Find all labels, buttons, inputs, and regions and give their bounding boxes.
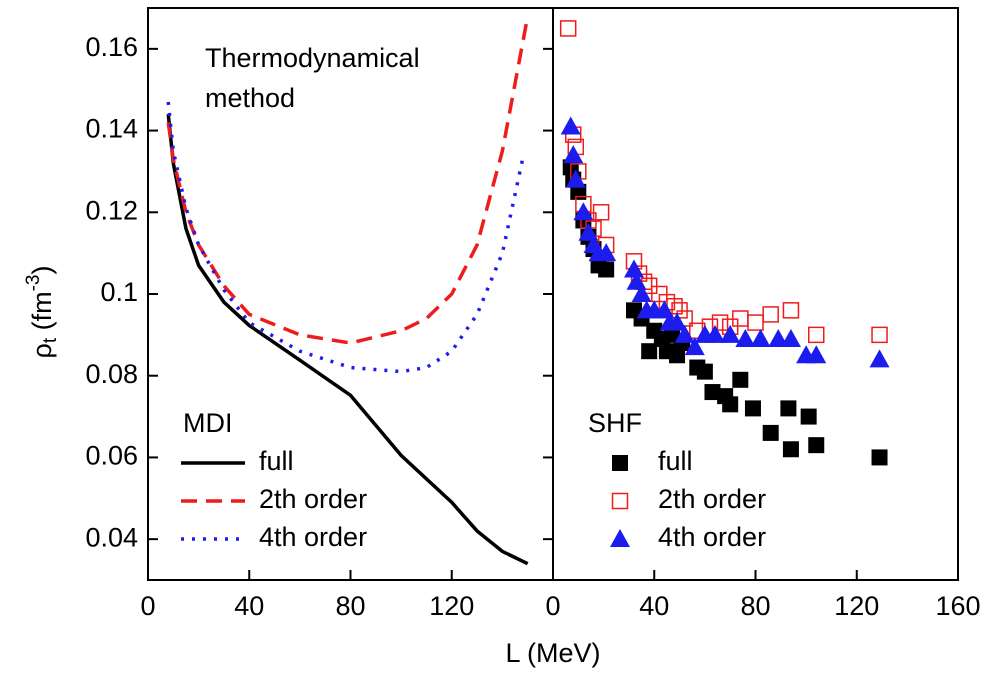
legend-marker (612, 455, 628, 471)
marker (722, 396, 739, 413)
marker (570, 183, 587, 200)
y-tick-label: 0.06 (85, 441, 138, 471)
marker (563, 145, 584, 164)
marker (704, 384, 721, 401)
marker (565, 169, 586, 188)
x-axis-label: L (MeV) (505, 638, 600, 668)
y-label-close: ) (27, 265, 57, 274)
marker (674, 324, 695, 343)
marker (598, 261, 615, 278)
marker (762, 424, 779, 441)
marker (573, 202, 594, 221)
marker (808, 437, 825, 454)
marker (768, 328, 789, 347)
marker (800, 408, 817, 425)
marker (747, 314, 764, 331)
x-tick-label: 120 (834, 591, 879, 621)
y-axis-label: ρt (fm-3) (23, 265, 61, 358)
x-tick-label: 0 (140, 591, 155, 621)
line (166, 101, 525, 374)
legend-label: 2th order (259, 484, 367, 514)
y-tick-label: 0.08 (85, 359, 138, 389)
y-label-sup: -3 (23, 274, 44, 291)
x-tick-label: 40 (234, 591, 264, 621)
marker (744, 400, 761, 417)
line (166, 114, 529, 566)
legend-label: full (658, 446, 693, 476)
y-tick-label: 0.1 (100, 277, 138, 307)
y-tick-label: 0.16 (85, 32, 138, 62)
marker (762, 306, 779, 323)
marker (559, 20, 577, 37)
marker (667, 312, 688, 331)
marker (696, 363, 713, 380)
x-tick-label: 80 (740, 591, 770, 621)
marker (808, 326, 825, 344)
marker (732, 371, 749, 388)
marker (871, 449, 888, 466)
x-tick-label: 160 (935, 591, 980, 621)
marker (596, 243, 617, 262)
y-tick-label: 0.12 (85, 195, 138, 225)
annotation: Thermodynamical (205, 43, 420, 73)
x-tick-label: 0 (545, 591, 560, 621)
legend-label: 2th order (658, 484, 766, 514)
marker (780, 400, 797, 417)
marker (684, 337, 705, 356)
marker (735, 328, 756, 347)
y-label-sub: t (40, 337, 61, 343)
marker (592, 204, 610, 221)
annotation: method (205, 83, 295, 113)
y-tick-label: 0.04 (85, 522, 138, 552)
marker (705, 324, 725, 343)
marker (869, 349, 890, 368)
legend-label: full (259, 446, 294, 476)
marker (871, 326, 888, 344)
y-label-symbol: ρ (27, 343, 57, 358)
marker (720, 324, 741, 343)
legend-marker (611, 492, 629, 510)
marker (560, 116, 581, 135)
marker (631, 284, 652, 302)
y-label-unit: (fm (27, 291, 57, 338)
x-tick-label: 80 (335, 591, 365, 621)
marker (782, 441, 799, 458)
marker (750, 328, 771, 347)
marker (669, 347, 686, 364)
legend-title: SHF (588, 408, 642, 438)
marker (711, 314, 729, 331)
y-tick-label: 0.14 (85, 114, 138, 144)
marker (806, 345, 827, 364)
marker (624, 259, 644, 278)
legend-label: 4th order (658, 522, 766, 552)
legend-label: 4th order (259, 522, 367, 552)
marker (641, 343, 658, 360)
marker (782, 302, 800, 319)
x-tick-label: 40 (639, 591, 669, 621)
legend-title: MDI (183, 408, 233, 438)
x-tick-label: 120 (429, 591, 474, 621)
legend-marker (610, 529, 630, 547)
marker (780, 328, 801, 347)
line (166, 15, 530, 345)
